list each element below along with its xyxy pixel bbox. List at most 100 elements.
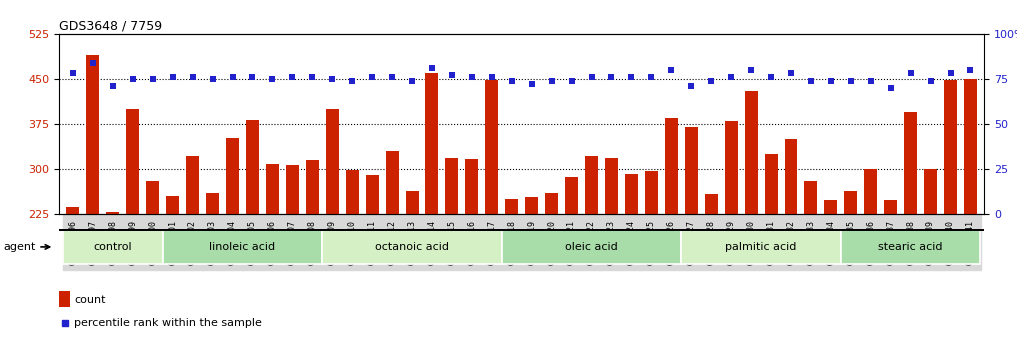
Bar — [445, 158, 459, 349]
Bar — [366, 175, 378, 349]
Bar — [681, 230, 841, 264]
Bar — [964, 79, 977, 349]
Bar — [346, 170, 359, 349]
Bar — [163, 230, 322, 264]
Text: percentile rank within the sample: percentile rank within the sample — [74, 318, 262, 328]
Point — [184, 74, 200, 80]
Point — [65, 70, 81, 76]
Bar — [924, 169, 937, 349]
Point — [543, 78, 559, 84]
Point — [524, 81, 540, 87]
Point — [563, 78, 580, 84]
Bar — [585, 156, 598, 349]
Bar — [406, 191, 419, 349]
Point — [862, 78, 879, 84]
Point — [643, 74, 659, 80]
Point — [225, 74, 241, 80]
Bar — [286, 165, 299, 349]
Point — [902, 70, 918, 76]
Bar — [265, 164, 279, 349]
Point — [443, 72, 460, 78]
Bar — [66, 207, 79, 349]
Bar — [725, 121, 737, 349]
Bar — [784, 139, 797, 349]
Point — [424, 65, 440, 71]
Bar — [425, 73, 438, 349]
Point — [204, 76, 221, 81]
Bar — [306, 160, 318, 349]
Text: oleic acid: oleic acid — [565, 242, 618, 252]
Bar — [322, 230, 501, 264]
Point — [304, 74, 320, 80]
Text: octanoic acid: octanoic acid — [375, 242, 450, 252]
Bar — [844, 191, 857, 349]
Point — [264, 76, 281, 81]
Bar — [884, 200, 897, 349]
Point — [144, 76, 161, 81]
Point — [364, 74, 380, 80]
Bar — [226, 138, 239, 349]
Point — [843, 78, 859, 84]
Point — [743, 67, 760, 73]
Text: control: control — [94, 242, 132, 252]
Bar — [565, 177, 578, 349]
Bar — [466, 159, 478, 349]
Bar — [63, 230, 163, 264]
Point — [384, 74, 401, 80]
Point — [484, 74, 500, 80]
Text: count: count — [74, 295, 106, 305]
Point — [703, 78, 719, 84]
Point — [823, 78, 839, 84]
Bar — [765, 154, 778, 349]
Bar — [904, 112, 917, 349]
Bar — [325, 109, 339, 349]
Bar — [841, 230, 980, 264]
Point — [723, 74, 739, 80]
Point — [922, 78, 939, 84]
Bar — [605, 158, 618, 349]
Bar — [624, 174, 638, 349]
Point — [883, 85, 899, 91]
Bar — [804, 181, 818, 349]
Bar — [59, 291, 70, 307]
Point — [105, 83, 121, 89]
Bar — [864, 169, 878, 349]
Point — [356, 215, 372, 221]
Point — [763, 74, 779, 80]
Bar — [525, 197, 538, 349]
Bar — [206, 193, 219, 349]
Bar — [166, 195, 179, 349]
Bar — [186, 156, 199, 349]
Bar — [501, 230, 681, 264]
Point — [683, 83, 700, 89]
Bar — [545, 193, 558, 349]
Text: palmitic acid: palmitic acid — [725, 242, 796, 252]
Point — [324, 76, 341, 81]
Point — [623, 74, 640, 80]
Bar — [505, 199, 519, 349]
Point — [603, 74, 619, 80]
Point — [284, 74, 300, 80]
Text: agent: agent — [3, 242, 50, 252]
Text: linoleic acid: linoleic acid — [210, 242, 276, 252]
Bar — [86, 55, 100, 349]
Bar — [385, 151, 399, 349]
Bar — [126, 109, 139, 349]
Bar — [944, 80, 957, 349]
Point — [165, 74, 181, 80]
Bar — [665, 118, 677, 349]
Point — [404, 78, 420, 84]
Point — [344, 78, 360, 84]
Point — [464, 74, 480, 80]
Point — [84, 60, 101, 65]
Bar — [645, 171, 658, 349]
Bar — [146, 181, 160, 349]
Point — [663, 67, 679, 73]
Point — [943, 70, 959, 76]
Point — [584, 74, 600, 80]
Bar — [485, 80, 498, 349]
Text: GDS3648 / 7759: GDS3648 / 7759 — [59, 19, 162, 33]
Point — [962, 67, 978, 73]
Point — [244, 74, 260, 80]
Bar — [825, 200, 837, 349]
